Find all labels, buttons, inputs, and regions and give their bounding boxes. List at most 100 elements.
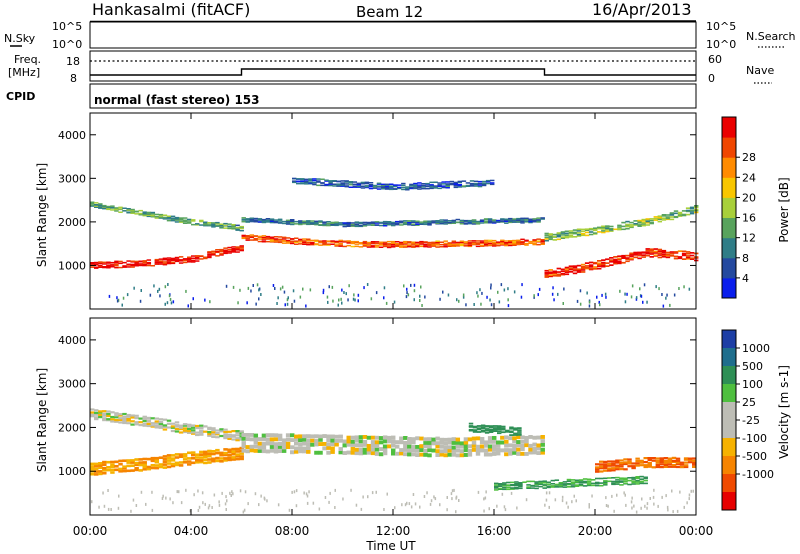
velocity-cell bbox=[675, 461, 681, 464]
velocity-cell bbox=[150, 422, 156, 425]
power-cell bbox=[253, 219, 259, 221]
velocity-cell bbox=[134, 466, 139, 470]
power-cell bbox=[524, 220, 529, 223]
velocity-cell bbox=[475, 451, 481, 456]
velocity-cell bbox=[542, 480, 547, 482]
power-cell bbox=[142, 262, 147, 264]
velocity-cell bbox=[512, 450, 517, 455]
power-cell bbox=[439, 241, 444, 243]
velocity-cell bbox=[395, 451, 400, 456]
velocity-cell bbox=[182, 453, 188, 456]
velocity-cell bbox=[671, 456, 677, 459]
power-cell bbox=[544, 269, 549, 272]
velocity-cell bbox=[187, 451, 192, 455]
velocity-cell bbox=[526, 486, 531, 488]
power-cell bbox=[532, 219, 537, 222]
power-cell bbox=[649, 256, 654, 258]
velocity-cell bbox=[158, 456, 164, 459]
velocity-cell bbox=[496, 451, 501, 456]
velocity-cell bbox=[277, 445, 283, 449]
power-speck bbox=[157, 289, 159, 293]
velocity-cell bbox=[692, 459, 697, 462]
power-speck bbox=[521, 283, 523, 287]
power-cell bbox=[324, 183, 329, 186]
power-cell bbox=[314, 223, 319, 226]
velocity-cell bbox=[130, 461, 135, 464]
velocity-cell bbox=[223, 435, 228, 438]
power-cell bbox=[441, 181, 446, 183]
power-cell bbox=[306, 238, 311, 240]
velocity-cell bbox=[182, 429, 188, 432]
velocity-cell bbox=[635, 460, 640, 463]
velocity-cell bbox=[110, 460, 115, 464]
power-speck bbox=[158, 287, 161, 291]
power-cell bbox=[605, 262, 610, 264]
velocity-cell bbox=[227, 458, 232, 462]
velocity-speck bbox=[455, 496, 457, 500]
power-speck bbox=[598, 300, 600, 304]
power-cell bbox=[174, 259, 180, 262]
velocity-cell bbox=[439, 452, 444, 457]
power-cell bbox=[429, 187, 434, 190]
velocity-cell bbox=[195, 424, 200, 428]
power-cell bbox=[437, 185, 442, 187]
velocity-cell bbox=[509, 427, 514, 430]
power-cell bbox=[296, 182, 301, 185]
power-cell bbox=[508, 240, 513, 242]
velocity-speck bbox=[401, 503, 403, 507]
power-cell bbox=[138, 213, 143, 216]
velocity-cell bbox=[683, 465, 689, 469]
power-cell bbox=[645, 224, 650, 226]
velocity-colorbar-tick: -500 bbox=[742, 450, 767, 463]
velocity-colorbar-swatch bbox=[722, 438, 736, 457]
velocity-cell bbox=[227, 450, 232, 454]
velocity-cell bbox=[374, 440, 380, 445]
velocity-cell bbox=[90, 465, 95, 468]
velocity-cell bbox=[374, 443, 380, 448]
power-cell bbox=[580, 234, 586, 237]
power-speck bbox=[643, 283, 646, 287]
power-cell bbox=[382, 241, 388, 244]
velocity-cell bbox=[257, 449, 263, 453]
power-cell bbox=[625, 220, 630, 223]
power-cell bbox=[681, 254, 687, 257]
velocity-speck bbox=[613, 509, 615, 513]
power-speck bbox=[225, 284, 228, 288]
velocity-cell bbox=[235, 457, 240, 461]
power-speck bbox=[232, 285, 235, 289]
power-cell bbox=[249, 239, 255, 241]
power-cell bbox=[685, 210, 691, 213]
velocity-cell bbox=[370, 451, 376, 456]
velocity-cell bbox=[330, 446, 335, 451]
velocity-cell bbox=[118, 421, 123, 424]
power-cell bbox=[435, 244, 440, 246]
velocity-cell bbox=[90, 413, 95, 416]
velocity-cell bbox=[162, 425, 168, 428]
velocity-cell bbox=[199, 450, 204, 454]
power-cell bbox=[580, 263, 586, 266]
velocity-cell bbox=[520, 435, 525, 440]
power-cell bbox=[661, 251, 667, 254]
velocity-cell bbox=[182, 430, 188, 434]
power-cell bbox=[142, 261, 147, 263]
velocity-speck bbox=[433, 495, 435, 499]
power-cell bbox=[203, 224, 208, 226]
velocity-cell bbox=[227, 437, 232, 440]
velocity-cell bbox=[98, 472, 103, 476]
power-cell bbox=[382, 225, 388, 227]
power-cell bbox=[633, 223, 638, 225]
power-cell bbox=[322, 221, 327, 223]
velocity-cell bbox=[207, 433, 212, 436]
velocity-cell bbox=[506, 486, 511, 489]
velocity-cell bbox=[528, 435, 533, 439]
velocity-cell bbox=[488, 426, 494, 429]
power-cell bbox=[235, 226, 240, 229]
velocity-speck bbox=[429, 502, 432, 506]
power-cell bbox=[395, 223, 400, 226]
velocity-cell bbox=[302, 441, 307, 446]
velocity-cell bbox=[334, 434, 339, 439]
power-cell bbox=[366, 221, 372, 224]
velocity-cell bbox=[302, 437, 307, 442]
power-cell bbox=[617, 224, 622, 227]
velocity-colorbar-tick: -1000 bbox=[742, 468, 774, 481]
